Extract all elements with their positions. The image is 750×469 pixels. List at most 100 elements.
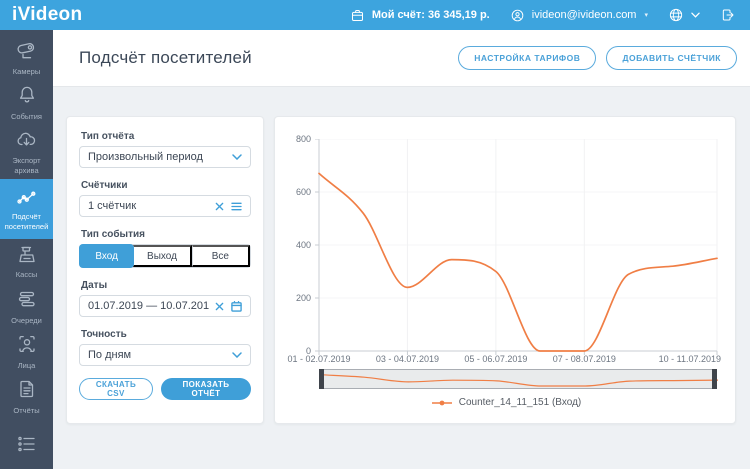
sidebar-item-label: События	[11, 111, 42, 121]
x-axis-tick: 07 - 08.07.2019	[552, 354, 616, 364]
sidebar-item-queues[interactable]: Очереди	[0, 284, 53, 329]
logout-icon	[720, 7, 736, 23]
sidebar-item-journal[interactable]	[0, 425, 53, 469]
counter-list-icon[interactable]	[231, 202, 242, 211]
cloud-download-icon	[15, 129, 39, 153]
account-balance[interactable]: Мой счёт: 36 345,19 р.	[350, 8, 490, 23]
counters-select[interactable]: 1 счётчик	[79, 195, 251, 217]
list-icon	[16, 434, 38, 456]
sidebar-item-cameras[interactable]: Камеры	[0, 35, 53, 80]
report-icon	[16, 378, 38, 402]
tariff-settings-button[interactable]: НАСТРОЙКА ТАРИФОВ	[458, 46, 597, 70]
page-header: Подсчёт посетителей НАСТРОЙКА ТАРИФОВ ДО…	[53, 30, 750, 87]
range-slider-right-handle[interactable]	[712, 369, 717, 389]
chart-series-line	[318, 172, 718, 352]
chevron-down-icon	[691, 12, 700, 18]
dates-group: Даты 01.07.2019 — 10.07.2019	[79, 280, 251, 317]
y-axis-tick: 600	[295, 187, 311, 197]
sidebar-item-events[interactable]: События	[0, 80, 53, 125]
clear-icon[interactable]	[215, 302, 224, 311]
legend-line-marker-icon	[431, 400, 452, 405]
account-caret-icon: ▾	[644, 12, 648, 19]
sidebar-item-label: Подсчёт посетителей	[4, 212, 49, 231]
queue-icon	[16, 288, 38, 312]
event-type-segmented-control: Вход Выход Все	[79, 244, 251, 268]
chevron-down-icon	[232, 352, 242, 358]
sidebar-item-label: Лица	[17, 360, 36, 370]
report-type-group: Тип отчёта Произвольный период	[79, 131, 251, 168]
chevron-down-icon	[232, 154, 242, 160]
counters-group: Счётчики 1 счётчик	[79, 180, 251, 217]
account-menu[interactable]: ivideon@ivideon.com ▾	[510, 8, 648, 23]
sidebar-item-archive-export[interactable]: Экспорт архива	[0, 125, 53, 179]
logout-button[interactable]	[720, 7, 736, 23]
chart-grid	[319, 139, 718, 351]
chart-panel: 800 600 400 200 0 01 - 02.07.2019 03 - 0…	[274, 116, 736, 424]
sidebar-item-faces[interactable]: Лица	[0, 329, 53, 374]
y-axis-tick: 0	[305, 346, 311, 356]
y-axis-tick: 200	[295, 293, 311, 303]
clear-icon[interactable]	[215, 202, 224, 211]
report-settings-panel: Тип отчёта Произвольный период Счётчики …	[66, 116, 264, 424]
report-type-select[interactable]: Произвольный период	[79, 146, 251, 168]
report-type-value: Произвольный период	[88, 151, 203, 163]
sidebar-item-label: Камеры	[12, 66, 41, 76]
precision-label: Точность	[81, 329, 127, 340]
header-buttons: НАСТРОЙКА ТАРИФОВ ДОБАВИТЬ СЧЁТЧИК	[458, 46, 737, 70]
sidebar-item-label: Кассы	[15, 270, 38, 280]
sidebar: Камеры События Экспорт архива Подсчёт по…	[0, 30, 53, 469]
x-axis-tick: 05 - 06.07.2019	[464, 354, 528, 364]
range-slider[interactable]	[319, 369, 718, 389]
range-slider-left-handle[interactable]	[319, 369, 324, 389]
visitor-line-chart[interactable]	[313, 139, 723, 357]
sidebar-item-label: Экспорт архива	[12, 156, 41, 175]
sidebar-item-visitor-counting[interactable]: Подсчёт посетителей	[0, 178, 53, 239]
download-csv-button[interactable]: СКАЧАТЬ CSV	[79, 378, 153, 400]
dates-label: Даты	[81, 280, 108, 291]
add-counter-button[interactable]: ДОБАВИТЬ СЧЁТЧИК	[606, 46, 737, 70]
account-email: ivideon@ivideon.com	[531, 9, 637, 21]
precision-group: Точность По дням	[79, 329, 251, 366]
x-axis-tick: 03 - 04.07.2019	[375, 354, 439, 364]
ivideon-logo[interactable]: iVideon	[12, 4, 83, 25]
event-type-option-in[interactable]: Вход	[79, 244, 135, 268]
sidebar-item-cash-registers[interactable]: Кассы	[0, 239, 53, 284]
topbar-right: Мой счёт: 36 345,19 р. ivideon@ivideon.c…	[350, 7, 736, 23]
chart-legend[interactable]: Counter_14_11_151 (Вход)	[275, 397, 737, 408]
range-slider-minichart	[320, 374, 718, 387]
show-report-button[interactable]: ПОКАЗАТЬ ОТЧЁТ	[160, 378, 251, 400]
bell-icon	[16, 84, 38, 108]
legend-series-label: Counter_14_11_151 (Вход)	[458, 397, 582, 408]
event-type-label: Тип события	[81, 229, 145, 240]
globe-icon	[668, 7, 684, 23]
page-title: Подсчёт посетителей	[79, 48, 252, 67]
counters-value: 1 счётчик	[88, 200, 137, 212]
wallet-icon	[350, 8, 365, 23]
sidebar-item-reports[interactable]: Отчёты	[0, 374, 53, 419]
cash-register-icon	[16, 243, 38, 267]
event-type-option-all[interactable]: Все	[191, 245, 250, 267]
face-icon	[16, 333, 38, 357]
sidebar-item-label: Отчёты	[13, 405, 40, 415]
language-switcher[interactable]	[668, 7, 700, 23]
date-range-input[interactable]: 01.07.2019 — 10.07.2019	[79, 295, 251, 317]
y-axis-tick: 400	[295, 240, 311, 250]
camera-icon	[15, 39, 39, 63]
y-axis-tick: 800	[295, 134, 311, 144]
report-type-label: Тип отчёта	[81, 131, 135, 142]
topbar: iVideon Мой счёт: 36 345,19 р. ivideon@i…	[0, 0, 750, 30]
line-chart-icon	[15, 187, 39, 209]
precision-value: По дням	[88, 349, 132, 361]
event-type-option-out[interactable]: Выход	[133, 245, 192, 267]
form-buttons: СКАЧАТЬ CSV ПОКАЗАТЬ ОТЧЁТ	[79, 378, 251, 400]
precision-select[interactable]: По дням	[79, 344, 251, 366]
x-axis-tick: 10 - 11.07.2019	[658, 354, 721, 364]
event-type-group: Тип события Вход Выход Все	[79, 229, 251, 268]
sidebar-item-label: Очереди	[11, 315, 42, 325]
balance-text: Мой счёт: 36 345,19 р.	[371, 9, 490, 21]
calendar-icon[interactable]	[231, 300, 242, 312]
user-icon	[510, 8, 525, 23]
axis-ticks	[315, 139, 718, 355]
x-axis-tick: 01 - 02.07.2019	[287, 354, 351, 364]
date-range-value: 01.07.2019 — 10.07.2019	[88, 300, 209, 312]
